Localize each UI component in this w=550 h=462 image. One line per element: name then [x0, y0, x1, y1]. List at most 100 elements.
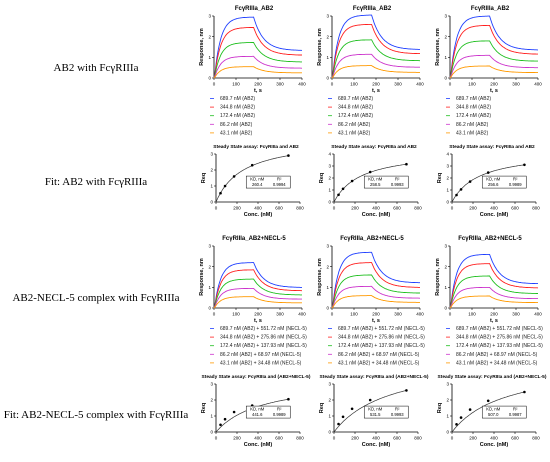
steady-3-2-axes	[450, 383, 537, 434]
sensorgram-0-1-ytick-label: 0	[326, 76, 329, 81]
sensorgram-0-0-ytick-label: 3	[208, 14, 211, 19]
sensorgram-0-2-xtick-label: 100	[468, 82, 476, 87]
steady-3-2-ytick-label: 3	[446, 382, 449, 387]
steady-1-2-data-point	[486, 171, 490, 174]
steady-3-0-xtick-label: 400	[254, 436, 262, 441]
sensorgram-2-2-legend-label: 689.7 nM (AB2) + 551.72 nM (NECL-5)	[456, 326, 543, 332]
steady-1-1-kd-value: 258.5	[370, 182, 381, 187]
sensorgram-2-1-legend-label: 344.8 nM (AB2) + 275.86 nM (NECL-5)	[338, 335, 425, 341]
steady-1-2-xtick-label: 200	[469, 206, 477, 211]
sensorgram-2-1-axes	[330, 245, 421, 310]
steady-3-2-data-point	[468, 408, 472, 411]
sensorgram-2-2-series-line	[449, 275, 538, 309]
sensorgram-0-0-ytick-label: 1	[208, 55, 211, 60]
sensorgram-2-2-legend-label: 86.2 nM (AB2) + 68.97 nM (NECL-5)	[456, 352, 538, 358]
sensorgram-2-2-axes	[448, 245, 539, 310]
sensorgram-2-1-series-line	[331, 285, 420, 309]
steady-3-1-kd-label: KD, nM	[368, 407, 382, 412]
row-label-fit-complex: Fit: AB2-NECL-5 complex with FcγRIIIa	[3, 409, 189, 421]
sensorgram-2-0-series-line	[213, 269, 302, 309]
steady-3-1-data-point	[350, 407, 354, 411]
sensorgram-0-1-ytick-label: 2	[326, 34, 329, 39]
steady-3-2-xtick-label: 200	[469, 436, 477, 441]
steady-3-0-data-point	[232, 410, 236, 414]
steady-1-0-xtick-label: 400	[254, 206, 262, 211]
sensorgram-2-2-xtick-label: 0	[449, 312, 452, 317]
steady-3-2-xtick-label: 600	[511, 436, 519, 441]
steady-3-0-ylabel: Req	[201, 403, 207, 413]
steady-3-2-r2-value: 0.9987	[509, 412, 522, 417]
sensorgram-0-0-series-line	[213, 66, 302, 79]
steady-3-1-ylabel: Req	[319, 403, 325, 413]
steady-3-0-ytick-label: 3	[210, 382, 213, 387]
steady-1-0-xtick-label: 800	[296, 206, 304, 211]
steady-3-2-ylabel: Req	[437, 403, 443, 413]
steady-3-2-data-point	[455, 423, 458, 426]
steady-1-1-data-point	[337, 193, 340, 197]
steady-1-0-data-point	[232, 175, 236, 178]
sensorgram-0-1-series-line	[331, 65, 420, 79]
steady-3-1-xtick-label: 600	[393, 436, 401, 441]
steady-3-1-fit-curve	[333, 390, 407, 433]
sensorgram-0-1-legend-label: 344.8 nM (AB2)	[338, 105, 373, 111]
steady-3-2-title: Steady State assay: FcγRIIIa and (AB2+NE…	[438, 374, 547, 380]
steady-3-1-data-point	[341, 415, 345, 419]
sensorgram-0-2-series-line	[449, 65, 538, 79]
steady-3-1-xtick-label: 400	[372, 436, 380, 441]
steady-1-2-fit-box	[481, 175, 527, 189]
sensorgram-0-1-ylabel: Response, nm	[317, 28, 323, 66]
steady-1-2-ytick-label: 1	[446, 188, 449, 193]
sensorgram-0-0-ytick-label: 0	[208, 76, 211, 81]
sensorgram-0-2-xtick-label: 200	[490, 82, 498, 87]
sensorgram-2-1-xtick-label: 400	[416, 312, 424, 317]
steady-3-0-xtick-label: 800	[296, 436, 304, 441]
sensorgram-0-0-xtick-label: 300	[276, 82, 284, 87]
sensorgram-0-1-series-line	[331, 23, 420, 79]
steady-1-1-xlabel: Conc. (nM)	[362, 212, 391, 218]
steady-1-1-data-point	[341, 187, 345, 191]
sensorgram-2-2-ytick-label: 3	[444, 244, 447, 249]
sensorgram-2-1-ytick-label: 2	[326, 264, 329, 269]
steady-3-1-r2-value: 0.9993	[391, 412, 404, 417]
sensorgram-0-1-legend-label: 689.7 nM (AB2)	[338, 96, 373, 102]
sensorgram-2-2-ytick-label: 0	[444, 306, 447, 311]
sensorgram-0-2-title: FcγRIIIa_AB2	[471, 6, 510, 12]
sensorgram-2-0-ytick-label: 0	[208, 306, 211, 311]
sensorgram-0-0-xtick-label: 400	[298, 82, 306, 87]
steady-3-1-ytick-label: 2	[328, 398, 331, 403]
sensorgram-0-1-xtick-label: 400	[416, 82, 424, 87]
steady-3-2-ytick-label: 2	[446, 398, 449, 403]
sensorgram-0-0-series-line	[213, 55, 302, 79]
steady-1-0-xlabel: Conc. (nM)	[244, 212, 273, 218]
sensorgram-2-1-ytick-label: 1	[326, 285, 329, 290]
steady-1-1-ytick-label: 1	[328, 188, 331, 193]
sensorgram-0-2-ytick-label: 1	[444, 55, 447, 60]
sensorgram-0-1-series-line	[331, 39, 420, 79]
sensorgram-2-0-ytick-label: 2	[208, 264, 211, 269]
steady-3-0-title: Steady State assay: FcγRIIIa and (AB2+NE…	[202, 374, 311, 380]
sensorgram-2-0-series-line	[213, 296, 302, 309]
steady-1-0-data-point	[219, 191, 222, 195]
steady-3-2-ytick-label: 1	[446, 414, 449, 419]
steady-1-0-ytick-label: 0	[210, 200, 213, 205]
sensorgram-0-2-series-line	[449, 15, 538, 79]
steady-1-0-ytick-label: 1	[210, 184, 213, 189]
sensorgram-2-1-ytick-label: 0	[326, 306, 329, 311]
steady-1-1-xtick-label: 0	[333, 206, 336, 211]
steady-1-0-data-point	[223, 184, 227, 188]
steady-3-1-xlabel: Conc. (nM)	[362, 442, 391, 448]
sensorgram-2-0-legend-label: 689.7 nM (AB2) + 551.72 nM (NECL-5)	[220, 326, 307, 332]
sensorgram-0-1-xtick-label: 300	[394, 82, 402, 87]
sensorgram-2-0-ytick-label: 3	[208, 244, 211, 249]
steady-3-0-fit-box	[245, 405, 291, 419]
sensorgram-0-2-ytick-label: 0	[444, 76, 447, 81]
sensorgram-2-0-xtick-label: 300	[276, 312, 284, 317]
sensorgram-0-0-series-line	[213, 16, 303, 79]
steady-3-0-data-point	[287, 397, 290, 401]
sensorgram-0-1-series-line	[331, 14, 420, 79]
sensorgram-2-2-legend-label: 172.4 nM (AB2) + 137.93 nM (NECL-5)	[456, 343, 543, 349]
steady-3-0-r2-label: R²	[277, 407, 282, 412]
steady-1-2-ytick-label: 3	[446, 164, 449, 169]
steady-1-1-ylabel: Req	[319, 173, 325, 183]
